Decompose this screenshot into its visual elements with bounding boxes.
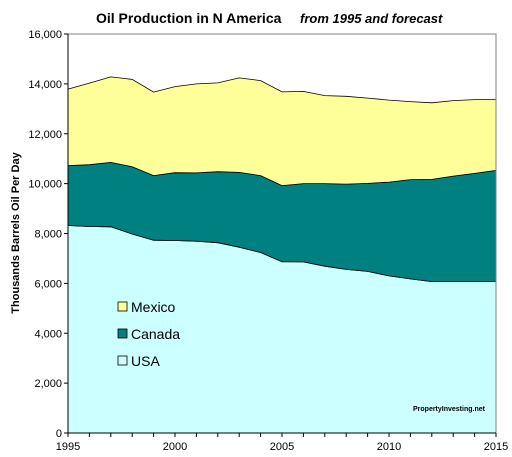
legend-swatch-mexico (117, 301, 128, 312)
y-tick-label: 2,000 (34, 378, 62, 390)
y-tick-label: 12,000 (28, 129, 62, 141)
y-tick-label: 10,000 (28, 179, 62, 191)
y-tick-label: 16,000 (28, 29, 62, 41)
x-tick-label: 2005 (270, 441, 294, 453)
x-tick-label: 1995 (56, 441, 80, 453)
y-tick-label: 6,000 (34, 278, 62, 290)
y-axis-label: Thousands Barrels Oil Per Day (10, 151, 22, 313)
x-tick-label: 2010 (377, 441, 401, 453)
y-tick-label: 4,000 (34, 328, 62, 340)
watermark: PropertyInvesting.net (413, 406, 486, 413)
legend-swatch-canada (117, 328, 128, 339)
y-axis: 0 2,000 4,000 6,000 8,000 10,000 12,000 14,000 1… (28, 29, 68, 440)
y-tick-label: 14,000 (28, 79, 62, 91)
chart-subtitle: from 1995 and forecast (300, 11, 443, 26)
x-axis: 1995 2000 2005 2010 2015 (56, 433, 508, 453)
y-tick-label: 8,000 (34, 229, 62, 241)
legend-label-usa: USA (131, 353, 160, 369)
y-tick-label: 0 (56, 428, 62, 440)
x-tick-label: 2015 (484, 441, 508, 453)
chart-title: Oil Production in N America (96, 10, 282, 26)
x-tick-label: 2000 (163, 441, 187, 453)
area-layer (67, 76, 497, 434)
legend-label-mexico: Mexico (131, 299, 176, 315)
legend-label-canada: Canada (131, 326, 180, 342)
legend: Mexico Canada USA (117, 299, 180, 369)
legend-swatch-usa (117, 355, 128, 366)
